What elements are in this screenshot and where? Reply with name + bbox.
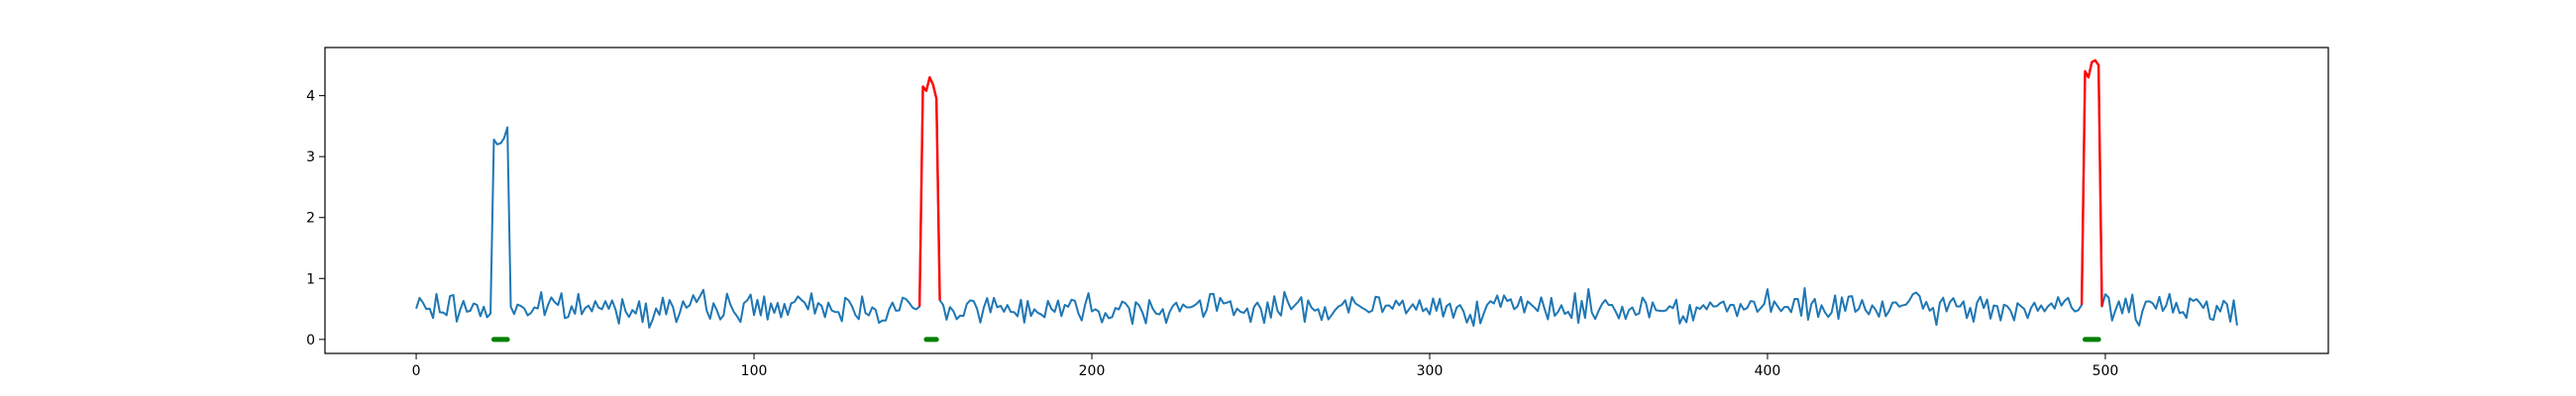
y-tick-label: 0 — [306, 333, 315, 348]
anomaly-line-1 — [917, 75, 941, 307]
x-tick-label: 500 — [2093, 363, 2119, 379]
x-tick-label: 200 — [1079, 363, 1106, 379]
y-tick-label: 2 — [306, 211, 315, 227]
y-axis: 0 1 2 3 4 — [306, 89, 325, 348]
y-tick-label: 3 — [306, 149, 315, 165]
series-layer — [415, 58, 2238, 330]
anomaly-line-2 — [2080, 58, 2103, 307]
x-tick-label: 0 — [412, 363, 421, 379]
y-tick-label: 4 — [306, 89, 315, 105]
x-tick-label: 100 — [741, 363, 768, 379]
x-axis: 0 100 200 300 400 500 — [412, 353, 2119, 379]
y-tick-label: 1 — [306, 271, 315, 287]
x-tick-label: 400 — [1755, 363, 1781, 379]
series-line — [415, 58, 2238, 330]
axes-frame — [324, 47, 2329, 354]
x-tick-label: 300 — [1417, 363, 1444, 379]
